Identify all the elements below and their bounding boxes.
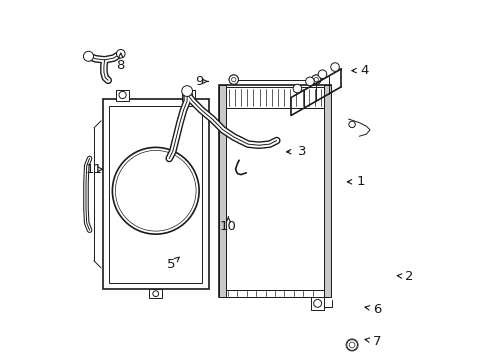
Circle shape xyxy=(112,147,199,234)
Circle shape xyxy=(305,77,314,86)
Text: 6: 6 xyxy=(372,303,381,316)
Text: 11: 11 xyxy=(85,163,102,176)
Bar xyxy=(182,90,195,101)
Circle shape xyxy=(311,75,320,84)
Circle shape xyxy=(292,84,301,93)
Circle shape xyxy=(231,77,235,82)
Circle shape xyxy=(348,342,354,348)
Circle shape xyxy=(228,75,238,84)
Circle shape xyxy=(116,49,125,58)
Circle shape xyxy=(313,77,318,82)
Bar xyxy=(219,85,225,297)
Circle shape xyxy=(346,339,357,350)
Text: 1: 1 xyxy=(356,175,365,188)
Circle shape xyxy=(231,77,235,82)
Circle shape xyxy=(348,121,355,128)
Circle shape xyxy=(83,51,93,61)
Bar xyxy=(225,290,324,297)
Text: 8: 8 xyxy=(116,59,125,72)
Circle shape xyxy=(182,86,192,96)
Text: 4: 4 xyxy=(360,64,368,77)
Circle shape xyxy=(313,77,318,82)
Circle shape xyxy=(313,300,321,307)
Bar xyxy=(109,106,202,283)
Bar xyxy=(102,99,208,289)
Text: 7: 7 xyxy=(372,335,381,348)
Text: 2: 2 xyxy=(405,270,413,283)
Bar xyxy=(225,87,324,108)
Bar xyxy=(116,90,129,101)
Bar xyxy=(219,85,330,297)
Text: 10: 10 xyxy=(220,220,236,233)
Circle shape xyxy=(318,70,326,78)
Circle shape xyxy=(228,75,238,84)
Circle shape xyxy=(119,91,126,99)
Bar xyxy=(310,297,324,310)
Circle shape xyxy=(311,75,320,84)
Text: 5: 5 xyxy=(166,258,175,271)
Circle shape xyxy=(330,63,339,71)
Text: 3: 3 xyxy=(297,145,305,158)
Circle shape xyxy=(153,291,158,297)
Bar xyxy=(225,108,324,290)
Circle shape xyxy=(185,91,192,99)
Circle shape xyxy=(115,150,196,231)
Text: 9: 9 xyxy=(195,75,203,88)
Bar xyxy=(324,85,330,297)
Bar xyxy=(149,289,162,298)
